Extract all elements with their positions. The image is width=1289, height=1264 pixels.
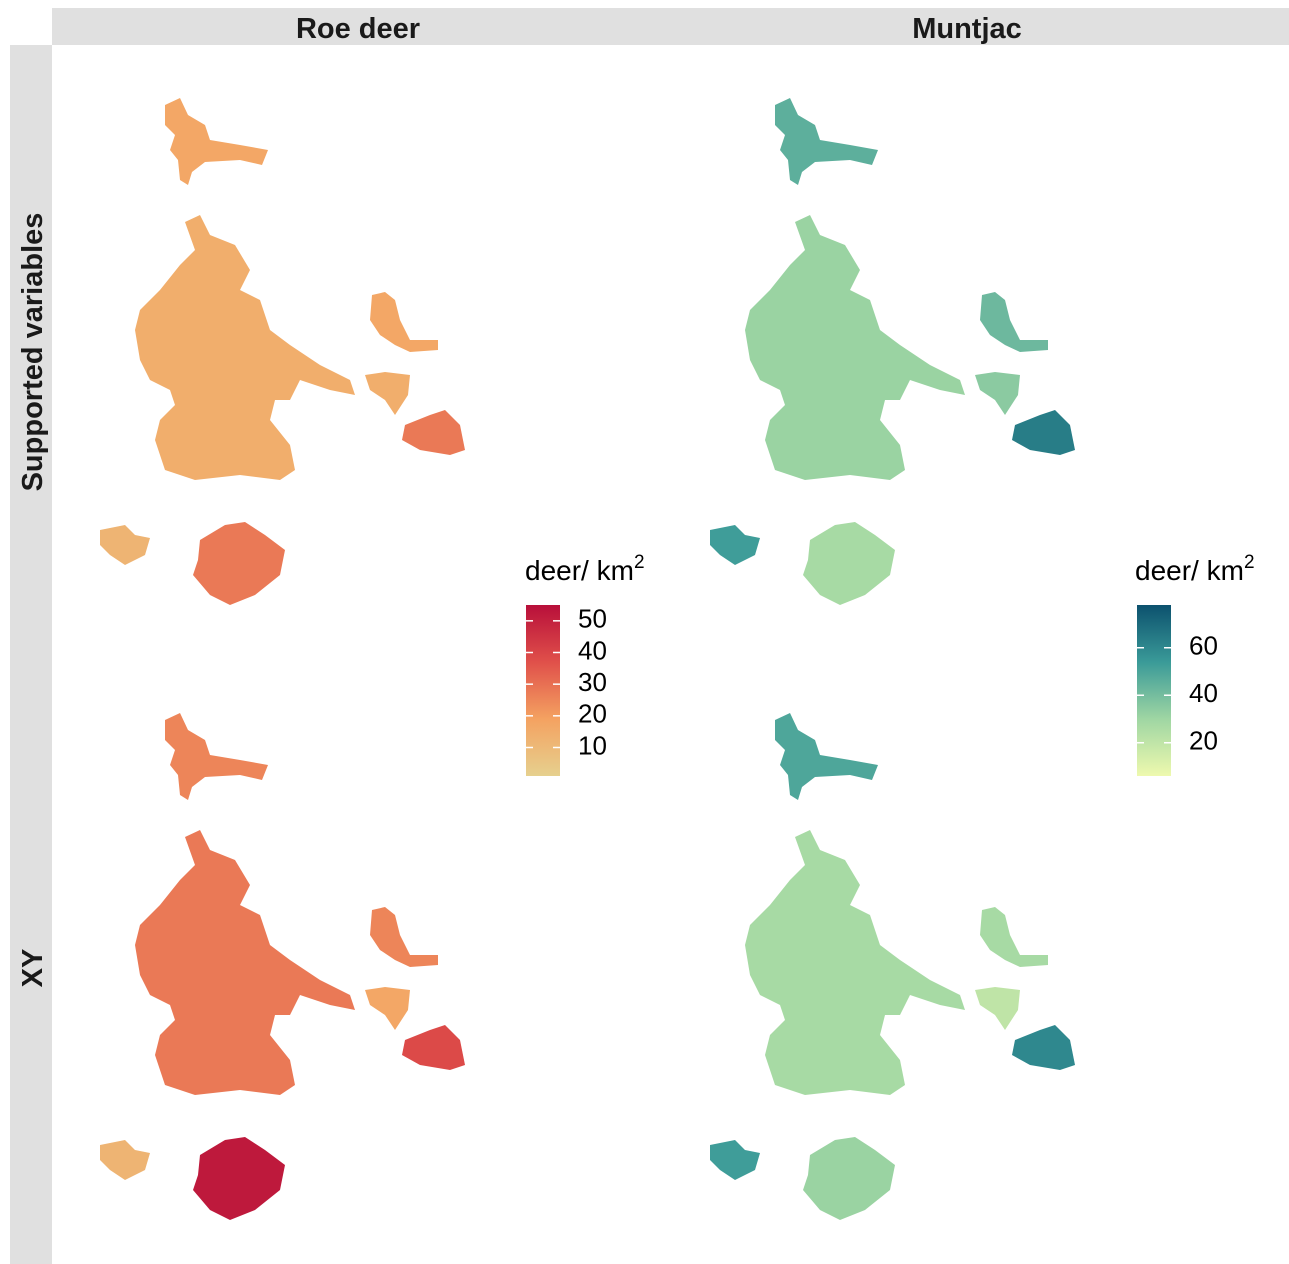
map-region xyxy=(193,522,285,605)
map-region xyxy=(980,292,1048,352)
legend-title-superscript: 2 xyxy=(634,552,645,573)
map-region xyxy=(402,1025,465,1070)
map-region xyxy=(100,1140,150,1180)
legend-tick-label: 30 xyxy=(578,667,607,697)
legend-title-superscript: 2 xyxy=(1244,552,1255,573)
legend-tick-label: 40 xyxy=(1189,678,1218,708)
map-region xyxy=(1012,1025,1075,1070)
row-title: XY xyxy=(17,949,49,988)
map-region xyxy=(193,1137,285,1220)
column-strip xyxy=(52,8,1289,45)
legend-tick-label: 20 xyxy=(1189,726,1218,756)
map-region xyxy=(803,522,895,605)
map-region xyxy=(165,713,268,800)
map-region xyxy=(710,1140,760,1180)
map-region xyxy=(370,292,438,352)
legend-title-text: deer/ km xyxy=(525,555,634,586)
figure: Roe deer Muntjac Supported variables XY … xyxy=(0,0,1289,1264)
map-panel xyxy=(100,98,465,605)
map-region xyxy=(1012,410,1075,455)
map-region xyxy=(365,987,410,1030)
map-region xyxy=(980,907,1048,967)
map-region xyxy=(803,1137,895,1220)
legend-tick-label: 40 xyxy=(578,635,607,665)
map-region xyxy=(775,713,878,800)
legend-tick-label: 10 xyxy=(578,730,607,760)
map-region xyxy=(135,830,355,1095)
map-region xyxy=(100,525,150,565)
colorbar xyxy=(526,605,560,776)
column-title: Muntjac xyxy=(912,13,1022,45)
column-title: Roe deer xyxy=(296,13,420,45)
legend-title: deer/ km2 xyxy=(1135,552,1255,586)
map-region xyxy=(365,372,410,415)
row-title: Supported variables xyxy=(17,213,49,492)
map-region xyxy=(710,525,760,565)
map-region xyxy=(402,410,465,455)
colorbar xyxy=(1137,605,1171,776)
map-panel xyxy=(710,713,1075,1220)
legend-tick-label: 50 xyxy=(578,604,607,634)
map-region xyxy=(370,907,438,967)
legend-tick-label: 20 xyxy=(578,699,607,729)
map-region xyxy=(975,987,1020,1030)
map-region xyxy=(775,98,878,185)
map-panel xyxy=(710,98,1075,605)
map-region xyxy=(135,215,355,480)
map-panel xyxy=(100,713,465,1220)
map-region xyxy=(745,830,965,1095)
legend-tick-label: 60 xyxy=(1189,631,1218,661)
legend-title: deer/ km2 xyxy=(525,552,645,586)
legend-title-text: deer/ km xyxy=(1135,555,1244,586)
map-region xyxy=(745,215,965,480)
map-region xyxy=(165,98,268,185)
map-region xyxy=(975,372,1020,415)
